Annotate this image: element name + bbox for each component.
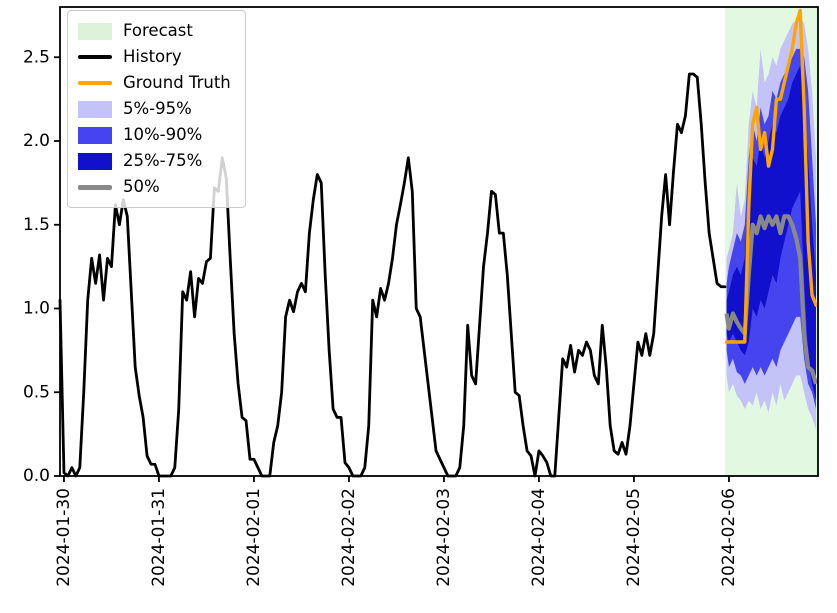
ground-truth-line-layer (724, 8, 818, 344)
x-tick-label: 2024-02-03 (434, 488, 454, 587)
median-line-layer (724, 214, 819, 385)
y-tick-label: 1.0 (23, 299, 50, 319)
legend-line-swatch (78, 184, 112, 190)
legend-item: 25%-75% (78, 148, 231, 174)
y-tick-label: 2.0 (23, 131, 50, 151)
legend-label: Ground Truth (123, 72, 231, 92)
legend-line-swatch (78, 81, 112, 85)
axes-spines-layer (59, 6, 819, 477)
legend-item: History (78, 44, 231, 70)
x-tick-label: 2024-02-05 (624, 488, 644, 587)
y-tick-label: 1.5 (23, 215, 50, 235)
quantile-band-25to75 (726, 65, 817, 401)
x-tick-label: 2024-01-31 (149, 488, 169, 587)
legend-patch-swatch (78, 22, 112, 40)
y-axis-layer: 0.0 0.5 1.0 1.5 2.0 2.5 (23, 47, 60, 486)
x-tick-label: 2024-01-30 (54, 488, 74, 587)
legend-label: History (123, 46, 182, 66)
legend-label: 50% (123, 176, 160, 196)
legend-item: 50% (78, 174, 231, 200)
legend-label: 10%-90% (123, 124, 203, 144)
plot-border (59, 6, 819, 477)
legend-label: 25%-75% (123, 150, 203, 170)
y-tick-label: 0.0 (23, 466, 50, 486)
legend-item: Forecast (78, 18, 231, 44)
legend-item: Ground Truth (78, 70, 231, 96)
legend-patch-swatch (78, 152, 112, 170)
x-axis-layer: 2024-01-30 2024-01-31 2024-02-01 2024-02-02… (54, 476, 739, 587)
x-tick-label: 2024-02-04 (529, 488, 549, 587)
x-tick-label: 2024-02-06 (719, 488, 739, 587)
x-tick-label: 2024-02-01 (244, 488, 264, 587)
legend-item: 5%-95% (78, 96, 231, 122)
legend: Forecast History Ground Truth 5%-95% 10%-90%… (67, 10, 246, 208)
legend-label: Forecast (123, 20, 193, 40)
ground-truth-line (724, 8, 818, 344)
legend-patch-swatch (78, 126, 112, 144)
legend-line-swatch (78, 55, 112, 59)
y-tick-label: 2.5 (23, 47, 50, 67)
median-50pct-line (724, 214, 819, 385)
legend-patch-swatch (78, 100, 112, 118)
y-tick-label: 0.5 (23, 382, 50, 402)
legend-label: 5%-95% (123, 98, 192, 118)
legend-item: 10%-90% (78, 122, 231, 148)
x-tick-label: 2024-02-02 (339, 488, 359, 587)
